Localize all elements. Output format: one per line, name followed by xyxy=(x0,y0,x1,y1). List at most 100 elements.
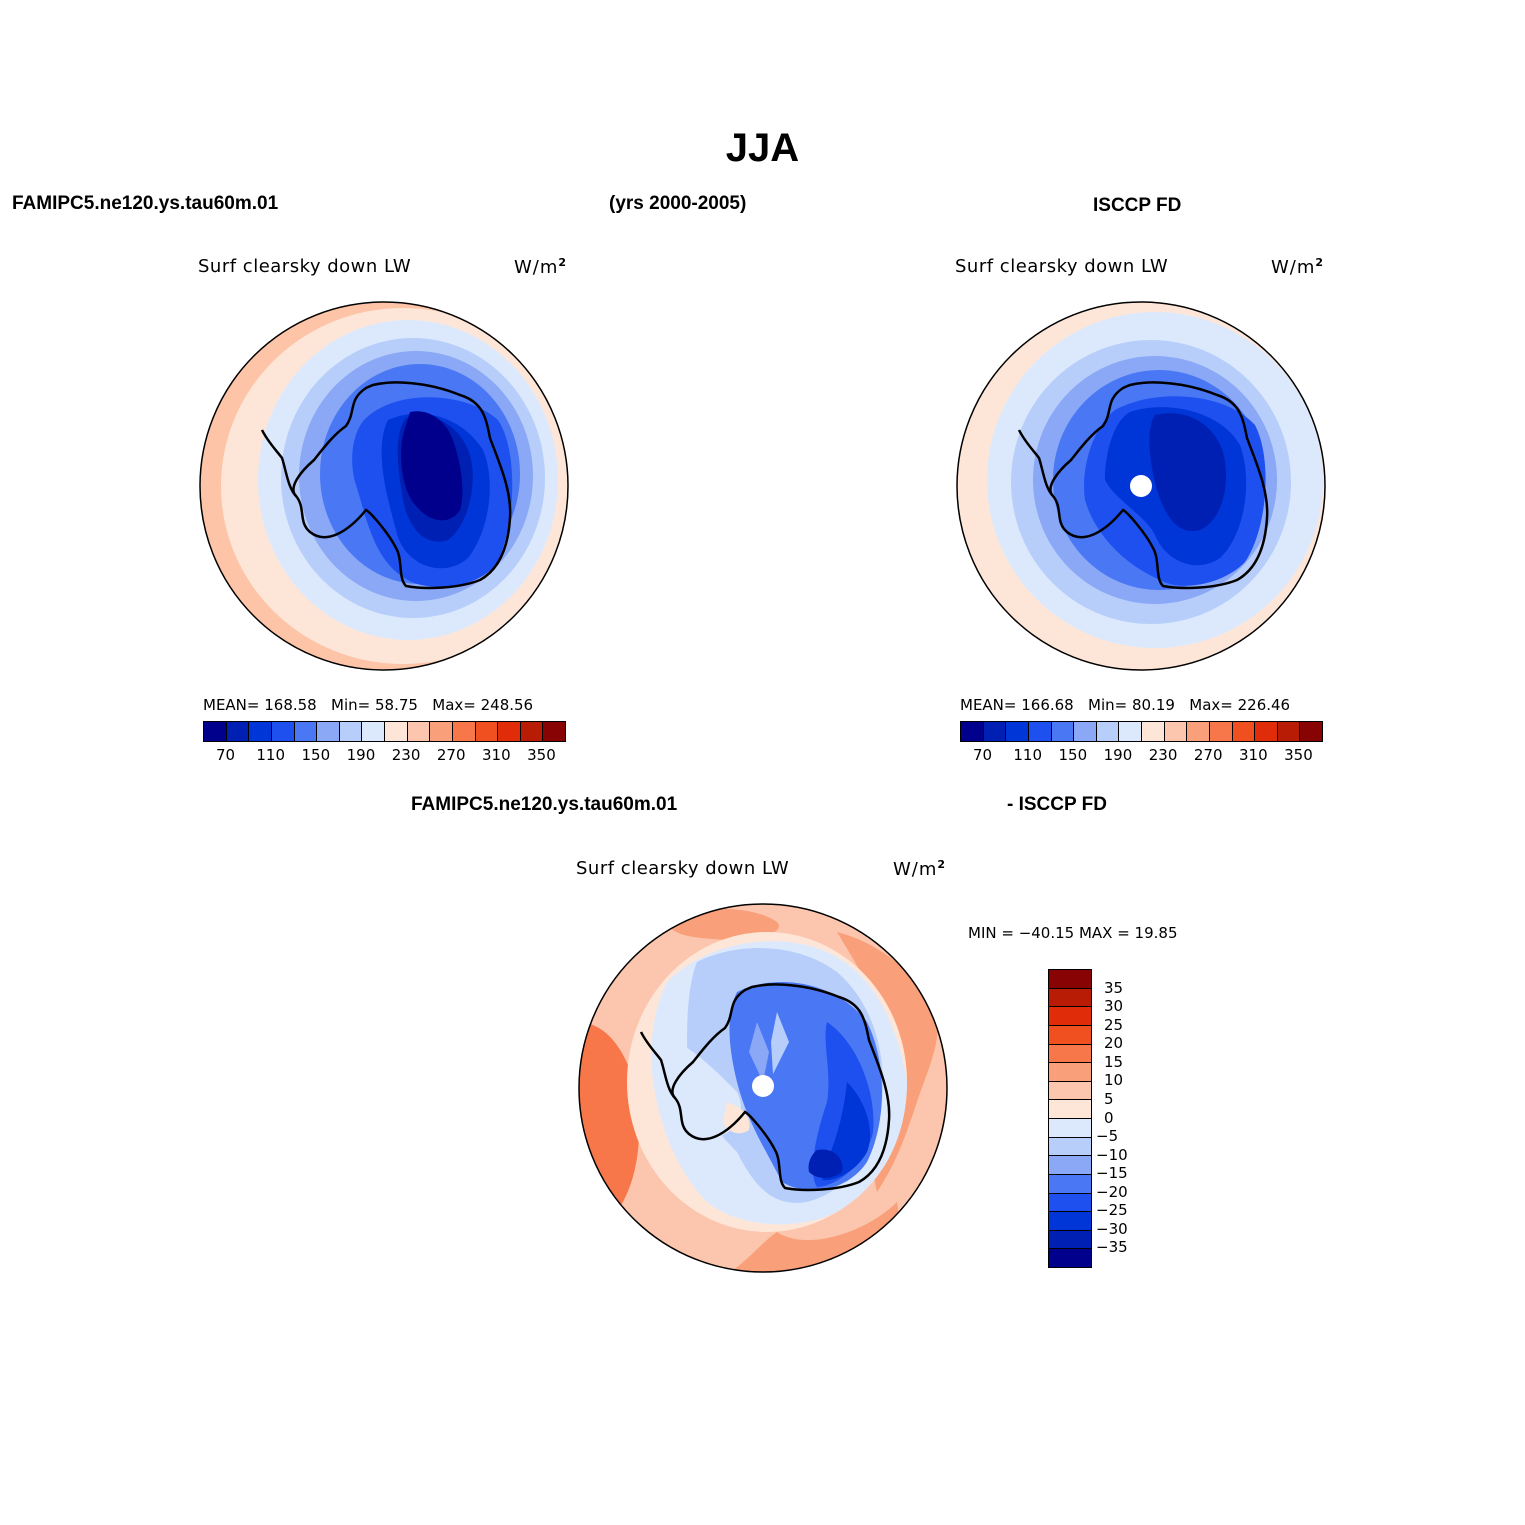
colorbar-swatch xyxy=(1049,970,1091,989)
colorbar-tick-label: 25 xyxy=(1104,1015,1124,1034)
colorbar-tick-label: −5 xyxy=(1096,1127,1119,1146)
colorbar-tick-label: 20 xyxy=(1104,1034,1124,1053)
panel1-coastline xyxy=(292,381,512,590)
panel3-colorbar-labels: 35 30 25 20 15 10 5 0 −5 −10 −15 −20 −25 −30 −35 xyxy=(1096,969,1156,1266)
colorbar-tick-label: 150 xyxy=(1058,746,1088,764)
panel3-coastline xyxy=(671,983,891,1192)
colorbar-swatch xyxy=(1277,722,1301,741)
panel3-pole-missing xyxy=(752,1075,774,1097)
panel3-variable-title: Surf clearsky down LW xyxy=(576,858,790,879)
panel3-field-neg30 xyxy=(808,1149,843,1178)
panel1-min: Min= 58.75 xyxy=(331,696,418,714)
panel2-map-border xyxy=(956,301,1326,671)
panel2-peninsula-coast xyxy=(1017,429,1054,497)
panel1-field-l9 xyxy=(401,411,463,521)
panel1-max: Max= 248.56 xyxy=(432,696,534,714)
panel2-field-l7 xyxy=(1149,413,1227,532)
colorbar-tick-label: 110 xyxy=(256,746,286,764)
colorbar-tick-label: 0 xyxy=(1104,1108,1114,1127)
panel3-field-streak1 xyxy=(749,1022,769,1082)
colorbar-swatch xyxy=(1074,722,1097,741)
colorbar-swatch xyxy=(1255,722,1278,741)
colorbar-swatch xyxy=(1028,722,1052,741)
colorbar-tick-label: 270 xyxy=(436,746,466,764)
colorbar-swatch xyxy=(475,722,499,741)
colorbar-tick-label: 190 xyxy=(1103,746,1133,764)
colorbar-swatch xyxy=(362,722,385,741)
panel2-coastline xyxy=(1049,381,1269,590)
colorbar-tick-label: 230 xyxy=(391,746,421,764)
panel3-polar-map xyxy=(578,903,948,1273)
panel3-field-ross-shelf xyxy=(674,1042,741,1137)
colorbar-swatch xyxy=(339,722,363,741)
colorbar-swatch xyxy=(226,722,250,741)
colorbar-swatch xyxy=(1049,1174,1091,1194)
colorbar-swatch xyxy=(1049,1081,1091,1101)
panel2-polar-map xyxy=(956,301,1326,671)
colorbar-swatch xyxy=(294,722,318,741)
colorbar-tick-label: 10 xyxy=(1104,1071,1124,1090)
panel3-units: W/m2 xyxy=(893,858,947,880)
colorbar-swatch xyxy=(543,722,565,741)
colorbar-swatch xyxy=(1209,722,1233,741)
panel1-stats: MEAN= 168.58 Min= 58.75 Max= 248.56 xyxy=(203,696,533,714)
colorbar-swatch xyxy=(1049,1007,1091,1026)
colorbar-swatch xyxy=(1049,1230,1091,1250)
colorbar-tick-label: 35 xyxy=(1104,978,1124,997)
panel1-variable-title: Surf clearsky down LW xyxy=(198,256,412,277)
colorbar-swatch xyxy=(204,722,227,741)
panel3-map-border xyxy=(578,903,948,1273)
colorbar-swatch xyxy=(317,722,340,741)
colorbar-swatch xyxy=(1049,1100,1091,1119)
colorbar-swatch xyxy=(961,722,984,741)
colorbar-swatch xyxy=(271,722,295,741)
colorbar-swatch xyxy=(407,722,431,741)
panel2-mean: MEAN= 166.68 xyxy=(960,696,1074,714)
panel3-field-streak2 xyxy=(771,1012,789,1074)
colorbar-swatch xyxy=(249,722,272,741)
obs-dataset-label: ISCCP FD xyxy=(1093,195,1182,216)
panel3-minmax: MIN = −40.15 MAX = 19.85 xyxy=(968,924,1178,942)
colorbar-swatch xyxy=(385,722,408,741)
colorbar-swatch xyxy=(1049,1193,1091,1213)
colorbar-swatch xyxy=(430,722,453,741)
panel2-stats: MEAN= 166.68 Min= 80.19 Max= 226.46 xyxy=(960,696,1290,714)
colorbar-tick-label: 150 xyxy=(301,746,331,764)
colorbar-tick-label: 110 xyxy=(1013,746,1043,764)
colorbar-swatch xyxy=(1006,722,1029,741)
panel2-min: Min= 80.19 xyxy=(1088,696,1175,714)
panel1-mean: MEAN= 168.58 xyxy=(203,696,317,714)
colorbar-tick-label: −10 xyxy=(1096,1145,1128,1164)
colorbar-swatch xyxy=(1049,1212,1091,1231)
colorbar-tick-label: −15 xyxy=(1096,1164,1128,1183)
colorbar-tick-label: −25 xyxy=(1096,1201,1128,1220)
colorbar-tick-label: 30 xyxy=(1104,997,1124,1016)
panel2-units: W/m2 xyxy=(1271,256,1325,278)
panel1-peninsula-coast xyxy=(260,429,297,497)
colorbar-swatch xyxy=(1049,1044,1091,1064)
colorbar-tick-label: −20 xyxy=(1096,1182,1128,1201)
colorbar-tick-label: 70 xyxy=(973,746,993,764)
colorbar-swatch xyxy=(498,722,521,741)
years-label: (yrs 2000-2005) xyxy=(609,193,747,214)
panel2-colorbar-labels: 70 110 150 190 230 270 310 350 xyxy=(960,746,1321,766)
colorbar-swatch xyxy=(1049,1249,1091,1267)
figure-title: JJA xyxy=(725,126,800,170)
colorbar-swatch xyxy=(1049,988,1091,1008)
colorbar-swatch xyxy=(452,722,476,741)
colorbar-swatch xyxy=(983,722,1007,741)
panel2-colorbar xyxy=(960,721,1323,742)
colorbar-swatch xyxy=(1300,722,1322,741)
colorbar-tick-label: −35 xyxy=(1096,1238,1128,1257)
diff-obs-label: - ISCCP FD xyxy=(1007,794,1107,815)
colorbar-tick-label: 310 xyxy=(481,746,511,764)
colorbar-tick-label: −30 xyxy=(1096,1219,1128,1238)
panel1-colorbar xyxy=(203,721,566,742)
panel2-pole-missing xyxy=(1130,475,1152,497)
colorbar-swatch xyxy=(1232,722,1256,741)
colorbar-tick-label: 310 xyxy=(1238,746,1268,764)
panel1-colorbar-labels: 70 110 150 190 230 270 310 350 xyxy=(203,746,564,766)
colorbar-tick-label: 350 xyxy=(1284,746,1313,764)
colorbar-swatch xyxy=(1049,1025,1091,1045)
colorbar-swatch xyxy=(1049,1063,1091,1082)
